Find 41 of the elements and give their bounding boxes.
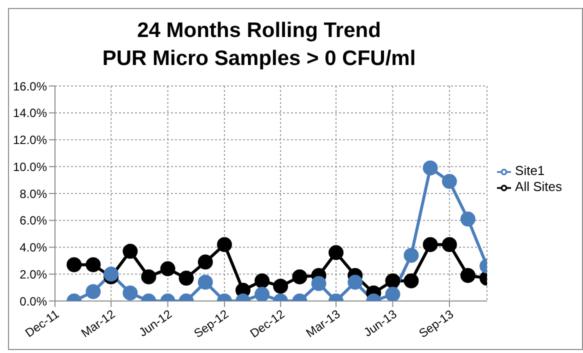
point <box>198 254 213 270</box>
point <box>86 284 101 300</box>
y-tick-label: 10.0% <box>12 160 48 174</box>
point <box>122 244 138 259</box>
y-tick-label: 0.0% <box>20 294 48 308</box>
y-tick-label: 4.0% <box>20 240 48 255</box>
y-tick-label: 2.0% <box>20 267 48 282</box>
point <box>273 278 288 294</box>
point <box>460 212 476 227</box>
point <box>460 268 476 283</box>
point <box>311 276 326 292</box>
point <box>348 274 363 290</box>
point <box>422 237 438 252</box>
y-tick-label: 16.0% <box>12 79 48 94</box>
point <box>66 257 82 272</box>
chart-title: 24 Months Rolling Trend <box>136 18 382 44</box>
point <box>86 257 101 272</box>
point <box>178 270 194 286</box>
point <box>442 237 457 252</box>
point <box>442 174 457 189</box>
point <box>216 237 232 252</box>
point <box>160 261 176 276</box>
y-tick-label: 8.0% <box>20 186 48 201</box>
point <box>328 245 344 260</box>
point <box>254 286 270 301</box>
point <box>385 273 400 288</box>
y-tick-label: 12.0% <box>12 133 48 148</box>
point <box>404 248 419 263</box>
y-tick-label: 6.0% <box>20 214 48 228</box>
point <box>141 269 156 284</box>
chart-subtitle: PUR Micro Samples > 0 CFU/ml <box>101 46 417 72</box>
point <box>422 160 438 176</box>
point <box>254 273 270 288</box>
point <box>198 274 213 290</box>
y-tick-label: 14.0% <box>12 106 48 120</box>
legend-label: Site1 <box>515 163 545 178</box>
point <box>292 269 308 284</box>
point <box>404 273 419 288</box>
point <box>122 285 138 300</box>
legend-label: All Sites <box>515 179 562 194</box>
point <box>385 286 400 301</box>
